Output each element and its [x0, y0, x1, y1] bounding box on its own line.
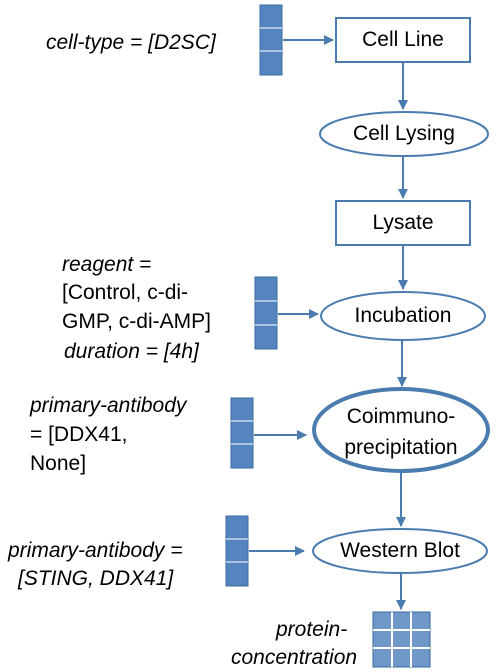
lysate-box: [335, 200, 471, 246]
reagent-values-line1: [Control, c-di-: [62, 281, 189, 304]
western-blot-label: Western Blot: [340, 539, 460, 562]
param-block-cell-type: [259, 4, 283, 76]
param-block-antibody-1: [230, 397, 254, 469]
antibody1-param-label: primary-antibody: [30, 394, 187, 417]
coimmuno-label-line1: Coimmuno-: [346, 405, 456, 428]
incubation-ellipse: [320, 291, 486, 341]
cell-lysing-label: Cell Lysing: [353, 122, 455, 145]
coimmuno-label-line2: precipitation: [344, 436, 458, 459]
cell-lysing-ellipse: [319, 111, 489, 157]
reagent-param-label: reagent =: [62, 253, 152, 276]
param-block-reagent: [254, 276, 278, 350]
output-label-line1: protein-: [276, 618, 348, 641]
lysate-label: Lysate: [372, 211, 434, 234]
antibody1-values-line2: None]: [30, 452, 87, 475]
output-table-icon: [372, 611, 431, 668]
cell-line-label: Cell Line: [362, 28, 444, 51]
antibody2-values: [STING, DDX41]: [18, 567, 174, 590]
antibody1-values-line1: = [DDX41,: [30, 423, 128, 446]
incubation-label: Incubation: [354, 304, 452, 327]
cell-type-param-label: cell-type = [D2SC]: [46, 31, 216, 54]
cell-line-box: [335, 17, 471, 63]
antibody2-param-label: primary-antibody =: [8, 539, 183, 562]
output-label-line2: concentration: [231, 646, 358, 669]
western-blot-ellipse: [312, 528, 488, 574]
reagent-values-line2: GMP, c-di-AMP]: [62, 310, 211, 333]
coimmunoprecipitation-ellipse: [312, 387, 490, 473]
param-block-antibody-2: [225, 515, 249, 587]
duration-param-label: duration = [4h]: [64, 340, 199, 363]
